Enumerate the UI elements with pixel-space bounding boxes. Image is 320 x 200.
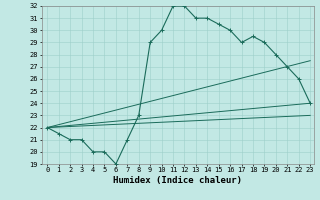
- X-axis label: Humidex (Indice chaleur): Humidex (Indice chaleur): [113, 176, 242, 185]
